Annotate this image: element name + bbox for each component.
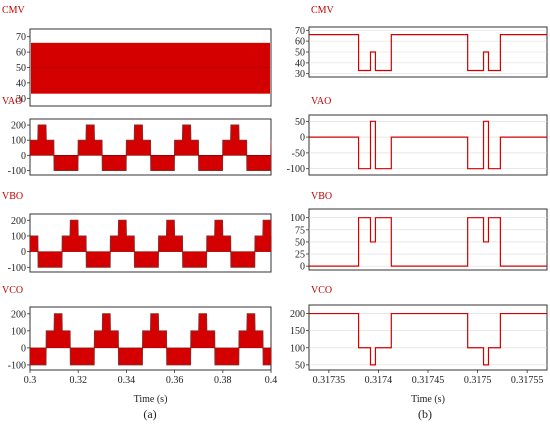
- y-tick-label: 150: [290, 326, 305, 337]
- y-tick-label: 200: [11, 121, 26, 132]
- waveform-line: [309, 120, 547, 170]
- plot-frame: [308, 208, 548, 271]
- y-tick-label: 200: [11, 309, 26, 320]
- subplot-a-vao: VAO -100 0 100 200: [2, 96, 272, 177]
- y-tick-label: 50: [16, 63, 26, 74]
- x-tick-label: 0.3: [24, 375, 37, 386]
- y-tick-label: 200: [290, 309, 305, 320]
- waveform-line: [309, 312, 547, 366]
- subplot-title: CMV: [311, 5, 335, 16]
- waveform-line: [30, 313, 271, 366]
- waveform-line: [309, 217, 547, 267]
- waveform-line: [30, 219, 272, 268]
- x-tick-label: 0.4: [265, 375, 278, 386]
- waveform-line: [309, 34, 547, 72]
- x-tick-label: 0.31745: [412, 375, 445, 386]
- x-tick-label: 0.32: [69, 375, 87, 386]
- subplot-title: VCO: [311, 285, 332, 296]
- cmv-band: [31, 42, 270, 94]
- waveform-fill: [30, 313, 271, 365]
- x-tick-label: 0.38: [214, 375, 232, 386]
- y-tick-label: 70: [16, 32, 26, 43]
- y-tick-label: -100: [8, 166, 26, 177]
- subplot-title: VAO: [311, 96, 331, 107]
- waveform-line: [30, 124, 272, 171]
- y-tick-label: 100: [290, 343, 305, 354]
- y-tick-label: 200: [11, 216, 26, 227]
- subplot-title: VAO: [2, 96, 22, 107]
- x-tick-label: 0.3175: [464, 375, 492, 386]
- y-tick-label: 100: [11, 231, 26, 242]
- waveform-fill: [30, 220, 271, 268]
- y-tick-label: 100: [11, 136, 26, 147]
- y-tick-label: 0: [21, 151, 26, 162]
- y-tick-label: 60: [295, 37, 305, 48]
- subplot-b-vao: VAO -100 -50 0 50: [287, 96, 548, 176]
- subplot-b-vco: VCO 50 100 150 200 0.31735 0.3174 0.31745 0.3175…: [290, 285, 548, 386]
- y-tick-label: 50: [295, 360, 305, 371]
- y-tick-label: 25: [295, 250, 305, 261]
- x-axis-label: Time (s): [134, 394, 168, 405]
- x-axis-label: Time (s): [411, 394, 445, 405]
- plot-frame: [308, 114, 548, 176]
- x-tick-label: 0.3174: [365, 375, 393, 386]
- subplot-a-vco: VCO -100 0 100 200 0.3 0.32 0.34 0.36 0.38 0.4: [2, 285, 277, 386]
- y-tick-label: 60: [16, 48, 26, 59]
- y-tick-label: 75: [295, 225, 305, 236]
- panel-caption: (a): [143, 407, 156, 421]
- y-tick-label: 30: [295, 69, 305, 80]
- y-tick-label: -100: [287, 164, 305, 175]
- y-tick-label: -50: [292, 148, 305, 159]
- y-tick-label: 100: [11, 326, 26, 337]
- y-tick-label: -100: [8, 360, 26, 371]
- y-tick-label: 50: [295, 48, 305, 59]
- y-tick-label: 70: [295, 26, 305, 37]
- x-tick-label: 0.31755: [511, 375, 544, 386]
- y-tick-label: 100: [290, 213, 305, 224]
- subplot-a-vbo: VBO -100 0 100 200: [2, 191, 272, 274]
- subplot-title: VBO: [311, 191, 332, 202]
- subplot-title: VBO: [2, 191, 23, 202]
- y-tick-label: 50: [295, 117, 305, 128]
- subplot-title: VCO: [2, 285, 23, 296]
- y-tick-label: 0: [21, 247, 26, 258]
- y-tick-label: 30: [16, 94, 26, 105]
- y-tick-label: 40: [295, 58, 305, 69]
- panel-caption: (b): [418, 407, 432, 421]
- y-tick-label: 40: [16, 78, 26, 89]
- y-tick-label: 0: [300, 262, 305, 273]
- subplot-a-cmv: CMV 30 40 50 60 70: [2, 5, 272, 107]
- plot-frame: [308, 304, 548, 371]
- subplot-title: CMV: [2, 5, 26, 16]
- x-tick-label: 0.34: [118, 375, 136, 386]
- y-tick-label: 50: [295, 237, 305, 248]
- y-tick-label: 0: [21, 343, 26, 354]
- x-tick-label: 0.36: [166, 375, 184, 386]
- y-tick-label: -100: [8, 263, 26, 274]
- y-tick-label: 0: [300, 133, 305, 144]
- x-tick-label: 0.31735: [313, 375, 346, 386]
